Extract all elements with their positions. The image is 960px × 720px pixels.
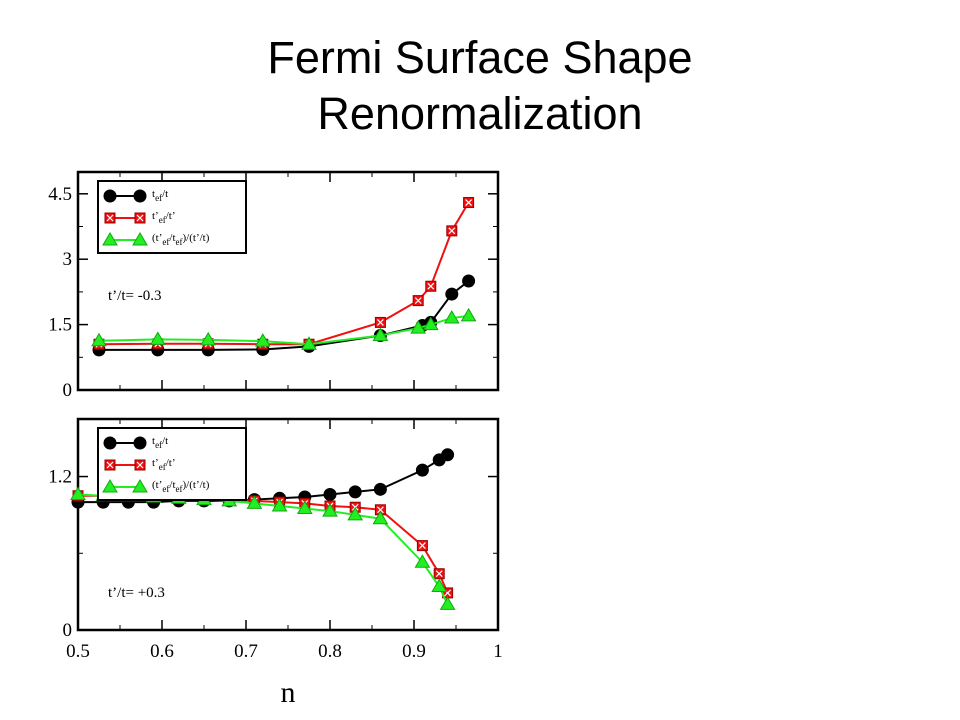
data-point-triangle <box>410 320 427 334</box>
legend-label: t’ef/t’ <box>152 210 176 225</box>
legend-bottom: tef/t t’ef/t’ (t’ef/tef)/(t’/t) <box>97 427 247 501</box>
legend-marker <box>132 479 148 493</box>
data-point-triangle <box>347 506 364 521</box>
data-point-triangle <box>200 331 217 346</box>
data-point-triangle <box>372 510 389 525</box>
y-tick-label-bottom: 0 <box>63 620 73 641</box>
y-tick-label-bottom: 1.2 <box>48 467 72 488</box>
y-tick-label-top: 3 <box>63 249 73 270</box>
data-point-triangle <box>149 331 166 345</box>
series-line-bottom <box>78 494 449 594</box>
data-point-triangle <box>422 316 439 331</box>
data-point-triangle <box>296 500 313 515</box>
legend-marker <box>103 189 117 203</box>
data-point-square-pattern <box>418 542 426 550</box>
slide-title-line-1: Fermi Surface Shape <box>267 32 693 83</box>
legend-marker-pattern <box>106 461 114 469</box>
data-point-square-pattern <box>376 318 384 326</box>
data-point-triangle <box>443 310 460 324</box>
data-point-triangle <box>431 578 448 593</box>
legend-marker-pattern <box>136 461 144 469</box>
data-point-triangle <box>246 495 263 509</box>
legend-label: tef/t <box>152 435 168 450</box>
data-point-circle <box>323 487 337 501</box>
legend-marker <box>133 189 147 203</box>
x-axis-label: n <box>281 676 296 709</box>
y-tick-label-top: 0 <box>63 380 73 401</box>
legend-marker-pattern <box>106 214 114 222</box>
data-point-triangle <box>414 554 431 568</box>
legend-marker <box>132 232 148 246</box>
data-point-triangle <box>460 307 477 322</box>
legend-marker-pattern <box>136 214 144 222</box>
series-line-top <box>98 202 470 346</box>
x-tick-label-bottom: 0.6 <box>150 641 174 662</box>
legend-top: tef/t t’ef/t’ (t’ef/tef)/(t’/t) <box>97 180 247 254</box>
panel-bottom: 0 1.2 0.5 0.6 0.7 0.8 0.9 1 n tef/t t’ef/t’ (t’ef/t… <box>48 417 503 709</box>
panel-annotation-bottom: t’/t= +0.3 <box>108 585 165 601</box>
panel-top: 0 1.5 3 4.5 tef/t t’ef/t’ (t’ef/tef)/(t’/t) t’/… <box>48 170 500 401</box>
x-tick-label-bottom: 1 <box>493 641 503 662</box>
legend-marker <box>133 436 147 450</box>
data-point-circle <box>415 463 429 477</box>
data-point-triangle <box>301 336 317 350</box>
legend-label: (t’ef/tef)/(t’/t) <box>152 479 210 494</box>
data-point-triangle <box>439 596 456 610</box>
data-point-triangle <box>372 327 389 341</box>
y-tick-label-top: 4.5 <box>48 184 72 205</box>
data-point-triangle <box>254 333 271 347</box>
x-tick-label-bottom: 0.8 <box>318 641 342 662</box>
x-tick-label-bottom: 0.9 <box>402 641 426 662</box>
legend-label: t’ef/t’ <box>152 457 176 472</box>
series-line-top <box>99 280 470 351</box>
data-point-square-pattern <box>376 506 384 514</box>
legend-marker <box>102 479 118 493</box>
data-point-triangle <box>91 332 107 347</box>
data-point-triangle <box>271 497 288 512</box>
slide-title-line-2: Renormalization <box>317 88 643 139</box>
x-tick-label-bottom: 0.5 <box>66 641 90 662</box>
data-point-triangle <box>322 503 338 517</box>
series-line-top <box>98 314 469 346</box>
x-tick-label-bottom: 0.7 <box>234 641 258 662</box>
slide-title: Fermi Surface Shape Renormalization <box>0 30 960 142</box>
data-point-square-pattern <box>448 227 456 235</box>
legend-label: (t’ef/tef)/(t’/t) <box>152 232 210 247</box>
legend-marker <box>102 232 118 246</box>
legend-marker <box>103 436 117 450</box>
legend-label: tef/t <box>152 188 168 203</box>
data-point-square-pattern <box>435 570 443 578</box>
data-point-square-pattern <box>427 282 435 290</box>
data-point-circle <box>348 485 362 499</box>
data-point-square-pattern <box>465 199 473 206</box>
data-point-square-pattern <box>414 297 422 305</box>
series-top <box>91 307 477 350</box>
data-point-circle <box>373 482 387 496</box>
series-line-bottom <box>78 453 449 504</box>
data-point-circle <box>462 274 476 288</box>
data-point-circle <box>445 287 459 301</box>
data-point-circle <box>441 448 455 462</box>
data-point-triangle <box>70 486 86 500</box>
y-tick-label-top: 1.5 <box>48 315 72 336</box>
panel-annotation-top: t’/t= -0.3 <box>108 288 161 304</box>
